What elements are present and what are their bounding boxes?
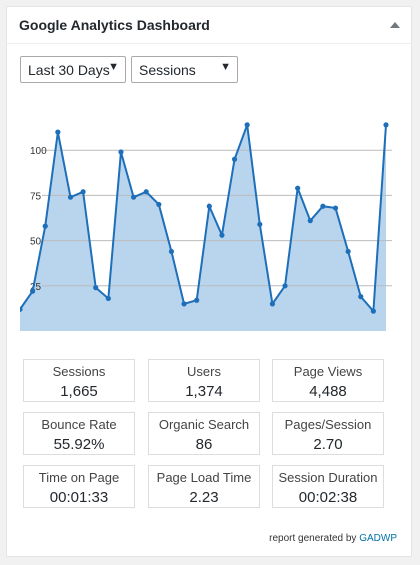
widget-title: Google Analytics Dashboard (19, 17, 210, 33)
stat-value: 55.92% (53, 436, 105, 453)
data-point[interactable] (370, 308, 376, 314)
data-point[interactable] (143, 189, 149, 195)
stat-label: Page Load Time (156, 470, 252, 485)
data-point[interactable] (168, 248, 175, 255)
metric-value: Sessions (139, 62, 196, 78)
stat-label: Sessions (52, 364, 106, 379)
date-range-select[interactable]: Last 30 Days ▼ (20, 56, 126, 83)
analytics-widget: Google Analytics Dashboard Last 30 Days … (6, 6, 412, 557)
stat-value: 4,488 (309, 383, 347, 400)
widget-header: Google Analytics Dashboard (7, 7, 411, 44)
stat-card: Sessions 1,665 (23, 359, 135, 402)
stat-card: Organic Search 86 (148, 412, 260, 455)
data-point[interactable] (194, 297, 200, 303)
data-point[interactable] (206, 203, 212, 209)
y-tick-label: 50 (30, 237, 42, 248)
data-point[interactable] (383, 122, 389, 128)
chart-area (20, 124, 386, 331)
stat-card: Bounce Rate 55.92% (23, 412, 135, 455)
data-point[interactable] (244, 122, 250, 128)
data-point[interactable] (231, 156, 238, 162)
stat-label: Session Duration (278, 470, 378, 485)
stat-value: 2.70 (313, 436, 343, 453)
data-point[interactable] (156, 201, 162, 208)
stat-value: 00:01:33 (49, 489, 109, 506)
data-point[interactable] (307, 218, 313, 224)
footer-prefix: report generated by (269, 533, 357, 544)
data-point[interactable] (118, 149, 124, 155)
data-point[interactable] (80, 189, 86, 195)
data-point[interactable] (42, 223, 48, 229)
data-point[interactable] (269, 301, 276, 307)
stat-value: 86 (195, 436, 213, 453)
date-range-value: Last 30 Days (28, 62, 110, 78)
data-point[interactable] (93, 285, 99, 291)
y-tick-label: 25 (30, 282, 42, 293)
report-footer: report generated by GADWP (269, 533, 397, 544)
stat-label: Users (187, 364, 221, 379)
stat-value: 1,665 (60, 383, 98, 400)
stat-label: Pages/Session (284, 417, 372, 432)
stat-label: Bounce Rate (41, 417, 117, 432)
chevron-down-icon: ▼ (108, 61, 119, 73)
data-point[interactable] (55, 129, 61, 135)
gadwp-link[interactable]: GADWP (359, 533, 397, 544)
triangle-up-icon[interactable] (385, 15, 405, 35)
sessions-chart: 25 50 75 100 (20, 95, 392, 331)
data-point[interactable] (257, 221, 263, 227)
data-point[interactable] (30, 288, 36, 294)
data-point[interactable] (332, 205, 339, 211)
stat-value: 2.23 (189, 489, 219, 506)
y-tick-label: 75 (30, 191, 42, 202)
data-point[interactable] (219, 232, 225, 238)
stat-label: Page Views (293, 364, 363, 379)
data-point[interactable] (67, 194, 74, 200)
data-point[interactable] (105, 295, 111, 302)
stat-card: Time on Page 00:01:33 (23, 465, 135, 508)
stat-card: Users 1,374 (148, 359, 260, 402)
metric-select[interactable]: Sessions ▼ (131, 56, 238, 83)
data-point[interactable] (295, 185, 301, 191)
chevron-down-icon: ▼ (220, 61, 231, 73)
data-point[interactable] (345, 248, 351, 255)
data-point[interactable] (282, 283, 288, 289)
data-point[interactable] (358, 294, 364, 300)
stat-value: 1,374 (185, 383, 223, 400)
stat-card: Pages/Session 2.70 (272, 412, 384, 455)
stat-label: Organic Search (158, 417, 250, 432)
stat-card: Page Views 4,488 (272, 359, 384, 402)
data-point[interactable] (20, 306, 23, 312)
stat-card: Session Duration 00:02:38 (272, 465, 384, 508)
stat-value: 00:02:38 (298, 489, 358, 506)
data-point[interactable] (320, 203, 326, 209)
stat-label: Time on Page (38, 470, 120, 485)
data-point[interactable] (181, 301, 187, 307)
y-tick-label: 100 (30, 146, 47, 157)
stat-card: Page Load Time 2.23 (148, 465, 260, 508)
data-point[interactable] (130, 194, 137, 200)
